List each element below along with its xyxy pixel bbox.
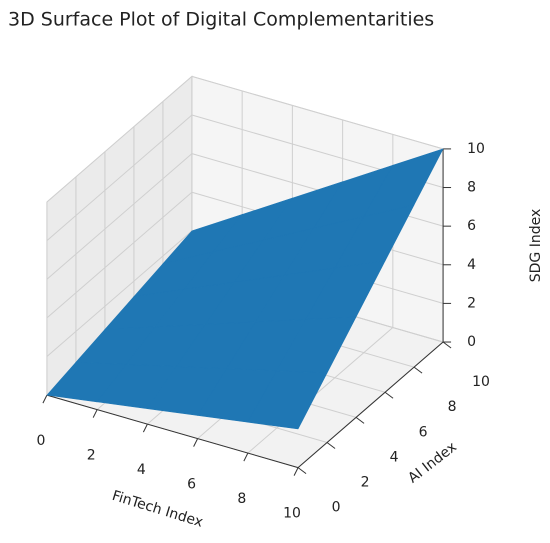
z-tick-label: 8: [467, 180, 476, 196]
x-tick-label: 10: [283, 506, 301, 522]
x-tick-label: 2: [87, 448, 96, 464]
tick-mark: [142, 423, 148, 433]
y-tick-label: 6: [419, 424, 428, 440]
axis-line: [46, 394, 299, 469]
tick-mark: [42, 394, 48, 404]
tick-mark: [384, 391, 394, 399]
tick-mark: [243, 452, 249, 462]
grid-line: [191, 75, 444, 150]
tick-mark: [92, 409, 98, 418]
z-tick-label: 2: [467, 295, 476, 311]
y-tick-label: 0: [332, 500, 341, 516]
grid-line: [46, 114, 193, 241]
tick-mark: [293, 467, 299, 476]
axis-line: [297, 341, 444, 468]
y-tick-label: 4: [390, 449, 399, 465]
y-tick-label: 8: [448, 399, 457, 415]
tick-mark: [442, 341, 452, 349]
grid-line: [46, 191, 193, 319]
grid-line: [46, 230, 193, 357]
x-tick-label: 0: [36, 433, 45, 449]
tick-mark: [326, 442, 336, 449]
y-axis-label: AI Index: [405, 439, 460, 487]
grid-line: [46, 76, 193, 203]
grid-line: [247, 327, 394, 454]
x-axis-label: FinTech Index: [110, 488, 205, 531]
z-tick-label: 4: [467, 257, 476, 273]
x-tick-label: 8: [237, 491, 246, 507]
tick-mark: [355, 416, 365, 424]
tick-mark: [297, 467, 307, 474]
x-tick-label: 6: [187, 477, 196, 493]
z-tick-label: 6: [467, 218, 476, 234]
tick-mark: [193, 438, 199, 447]
chart-title: 3D Surface Plot of Digital Complementari…: [8, 9, 434, 31]
y-tick-label: 10: [472, 374, 490, 390]
y-tick-label: 2: [361, 474, 370, 490]
x-tick-label: 4: [137, 462, 146, 478]
z-axis-label: SDG Index: [528, 209, 544, 283]
z-tick-label: 10: [467, 141, 485, 157]
tick-mark: [413, 366, 423, 374]
z-tick-label: 0: [467, 334, 476, 350]
surface-facet: [247, 370, 328, 430]
grid-line: [46, 153, 193, 280]
